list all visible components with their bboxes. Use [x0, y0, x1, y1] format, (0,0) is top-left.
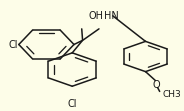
Text: OH: OH — [89, 11, 104, 21]
Text: HN: HN — [104, 11, 119, 21]
Text: Cl: Cl — [9, 40, 18, 50]
Text: Cl: Cl — [68, 99, 77, 109]
Text: O: O — [153, 80, 161, 90]
Text: CH3: CH3 — [163, 90, 182, 99]
